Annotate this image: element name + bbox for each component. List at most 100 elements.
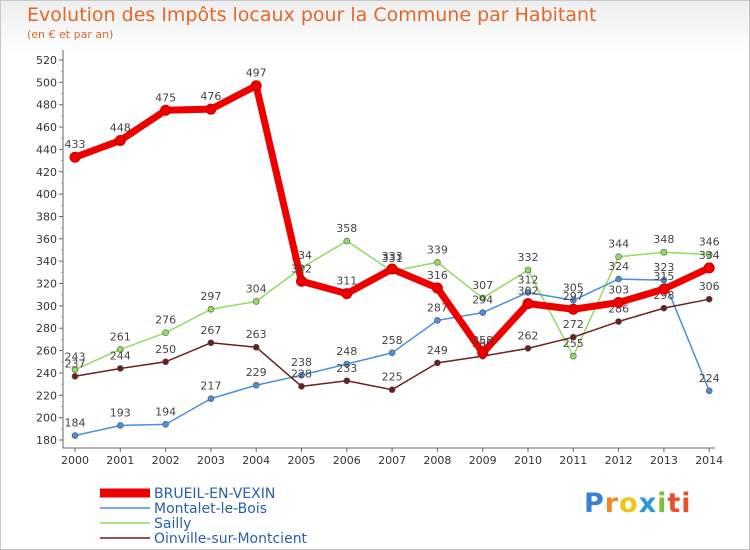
- data-label: 255: [563, 337, 584, 350]
- data-label: 346: [699, 235, 720, 248]
- data-label: 258: [382, 334, 403, 347]
- data-point: [613, 297, 625, 309]
- data-label: 193: [110, 406, 131, 419]
- data-label: 331: [382, 252, 403, 265]
- data-label: 263: [246, 328, 267, 341]
- data-point: [71, 366, 79, 373]
- data-label: 237: [65, 357, 86, 370]
- data-label: 497: [246, 67, 267, 80]
- data-label: 217: [200, 380, 221, 393]
- x-tick-label: 2003: [197, 454, 225, 467]
- data-label: 244: [110, 349, 131, 362]
- data-point: [703, 262, 715, 274]
- data-point: [660, 304, 668, 312]
- data-label: 333: [382, 250, 403, 263]
- data-label: 475: [155, 91, 176, 104]
- data-label: 448: [110, 121, 131, 134]
- data-label: 304: [246, 282, 267, 295]
- data-point: [117, 365, 124, 372]
- data-point: [205, 103, 217, 115]
- data-label: 224: [699, 372, 720, 385]
- data-label: 302: [518, 285, 539, 298]
- y-tick-label: 500: [36, 76, 57, 89]
- y-tick-label: 480: [36, 99, 57, 112]
- data-point: [117, 346, 124, 353]
- data-point: [615, 318, 622, 325]
- data-point: [341, 288, 353, 300]
- data-point: [434, 359, 441, 367]
- data-label: 297: [563, 290, 584, 303]
- data-point: [252, 381, 260, 389]
- data-label: 297: [200, 290, 221, 303]
- data-label: 243: [65, 351, 86, 364]
- x-tick-label: 2013: [650, 454, 678, 467]
- x-tick-label: 2002: [152, 454, 180, 467]
- data-label: 348: [653, 233, 674, 246]
- data-label: 323: [653, 261, 674, 274]
- y-tick-label: 360: [36, 233, 57, 246]
- x-tick-label: 2012: [605, 454, 633, 467]
- data-label: 316: [427, 269, 448, 282]
- x-tick-label: 2009: [469, 454, 497, 467]
- y-tick-label: 240: [36, 367, 57, 380]
- y-tick-label: 300: [36, 300, 57, 313]
- data-label: 258: [472, 334, 493, 347]
- legend-label: Oinville-sur-Montcient: [154, 531, 308, 547]
- data-label: 267: [200, 324, 221, 337]
- data-point: [615, 275, 622, 283]
- y-tick-label: 200: [36, 412, 57, 425]
- data-point: [569, 352, 577, 360]
- data-label: 249: [427, 344, 448, 357]
- y-tick-label: 400: [36, 188, 57, 201]
- y-tick-label: 280: [36, 322, 57, 335]
- data-point: [207, 305, 215, 313]
- data-point: [388, 386, 396, 394]
- data-point: [522, 298, 534, 310]
- x-tick-label: 2000: [61, 454, 89, 467]
- data-label: 334: [699, 249, 720, 262]
- data-point: [569, 333, 577, 341]
- data-point: [431, 282, 443, 294]
- data-point: [524, 345, 532, 352]
- data-label: 339: [427, 243, 448, 256]
- chart-subtitle: (en € et par an): [27, 28, 114, 41]
- data-point: [434, 317, 441, 324]
- data-point: [615, 253, 622, 261]
- y-tick-label: 380: [36, 210, 57, 223]
- data-label: 287: [427, 301, 448, 314]
- data-point: [250, 80, 262, 92]
- data-label: 276: [155, 314, 176, 327]
- y-tick-label: 260: [36, 345, 57, 358]
- data-point: [162, 358, 169, 366]
- data-label: 228: [291, 367, 312, 380]
- data-label: 250: [155, 343, 176, 356]
- data-point: [298, 371, 305, 379]
- data-label: 233: [336, 362, 357, 375]
- data-point: [162, 421, 169, 428]
- data-point: [567, 303, 579, 315]
- chart-title: Evolution des Impôts locaux pour la Comm…: [27, 4, 597, 26]
- data-point: [296, 275, 307, 287]
- data-point: [660, 276, 668, 284]
- y-tick-label: 460: [36, 121, 57, 134]
- data-point: [705, 251, 713, 258]
- data-point: [343, 377, 351, 385]
- data-label: 262: [518, 329, 539, 342]
- x-tick-label: 2010: [514, 454, 542, 467]
- data-point: [569, 296, 577, 304]
- data-point: [434, 258, 441, 266]
- y-tick-label: 420: [36, 166, 57, 179]
- data-label: 476: [200, 90, 221, 103]
- data-point: [479, 309, 487, 316]
- data-point: [343, 237, 351, 245]
- data-label: 433: [65, 138, 86, 151]
- x-tick-label: 2008: [423, 454, 451, 467]
- x-tick-label: 2014: [695, 454, 723, 467]
- data-point: [207, 395, 215, 402]
- data-point: [69, 151, 81, 163]
- data-label: 358: [336, 222, 357, 235]
- data-label: 332: [518, 251, 539, 264]
- data-label: 305: [563, 281, 584, 294]
- data-label: 238: [291, 356, 312, 369]
